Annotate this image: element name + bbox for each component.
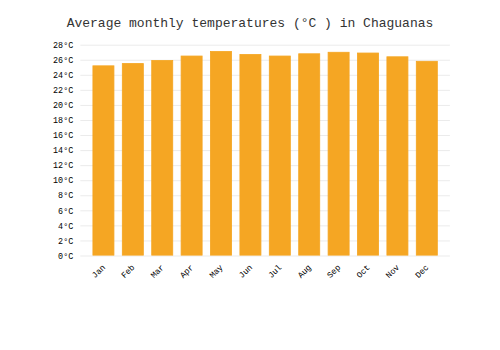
svg-text:6°C: 6°C <box>58 207 73 217</box>
svg-text:Sep: Sep <box>325 263 343 281</box>
svg-text:24°C: 24°C <box>53 71 73 81</box>
svg-text:2°C: 2°C <box>58 237 73 247</box>
svg-text:10°C: 10°C <box>53 176 73 186</box>
svg-text:Feb: Feb <box>120 263 138 281</box>
svg-text:Dec: Dec <box>414 263 432 281</box>
svg-text:4°C: 4°C <box>58 222 73 232</box>
svg-text:12°C: 12°C <box>53 161 73 171</box>
html-text:Average monthly temperatures (: Average monthly temperatures (°C ) in Ch… <box>66 16 434 31</box>
svg-text:14°C: 14°C <box>53 146 73 156</box>
svg-text:0°C: 0°C <box>58 252 73 262</box>
svg-text:18°C: 18°C <box>53 116 73 126</box>
svg-text:Aug: Aug <box>296 263 314 281</box>
svg-text:May: May <box>208 263 226 281</box>
svg-text:28°C: 28°C <box>53 41 73 51</box>
svg-text:Apr: Apr <box>178 263 196 281</box>
svg-text:Jan: Jan <box>90 263 108 281</box>
svg-text:Oct: Oct <box>355 263 373 281</box>
svg-text:Mar: Mar <box>149 263 167 281</box>
svg-text:20°C: 20°C <box>53 101 73 111</box>
svg-text:26°C: 26°C <box>53 56 73 66</box>
svg-text:22°C: 22°C <box>53 86 73 96</box>
svg-text:Jul: Jul <box>267 263 285 281</box>
svg-text:Jun: Jun <box>237 263 255 281</box>
svg-text:16°C: 16°C <box>53 131 73 141</box>
svg-text:Nov: Nov <box>384 263 402 281</box>
svg-text:8°C: 8°C <box>58 191 73 201</box>
